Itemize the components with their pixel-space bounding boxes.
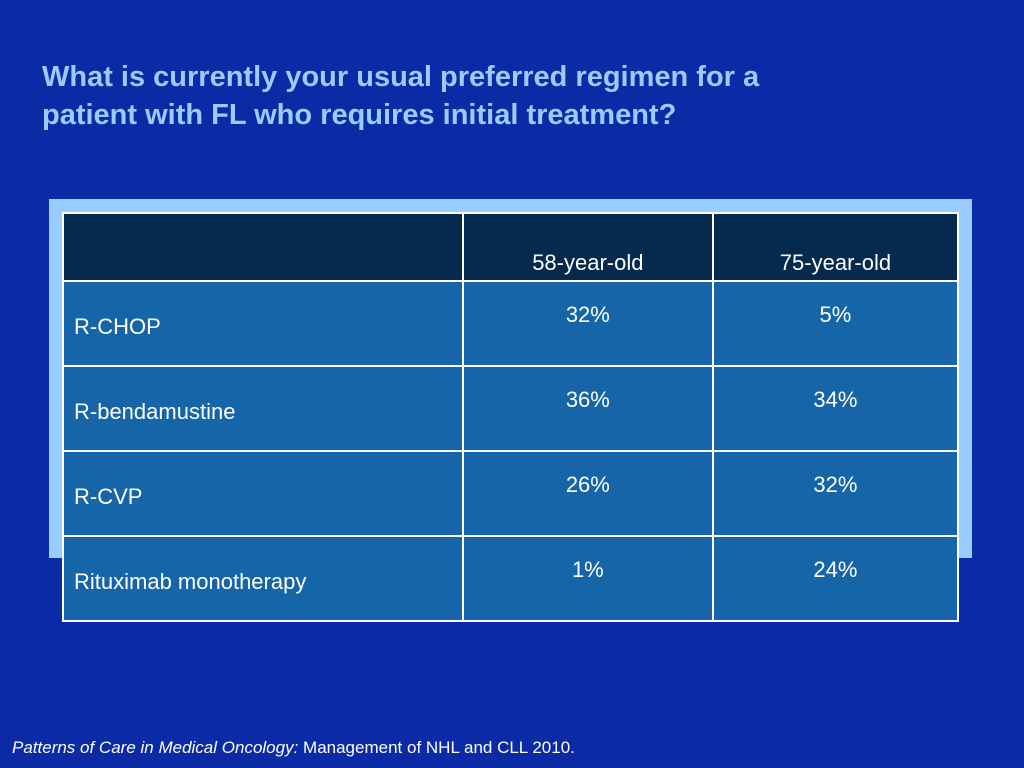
cell-r-chop-75: 5%	[711, 280, 960, 367]
cell-rituximab-monotherapy-75: 24%	[711, 535, 960, 622]
footnote-source-detail: Management of NHL and CLL 2010.	[298, 738, 575, 757]
table-row: R-CHOP 32% 5%	[62, 280, 960, 367]
footnote-source-title: Patterns of Care in Medical Oncology:	[12, 738, 299, 757]
table-row: Rituximab monotherapy 1% 24%	[62, 535, 960, 622]
row-label-r-chop: R-CHOP	[62, 280, 464, 367]
slide-title-line-1: What is currently your usual preferred r…	[42, 61, 760, 93]
cell-r-cvp-58: 26%	[461, 450, 714, 537]
table-row: R-bendamustine 36% 34%	[62, 365, 960, 452]
row-label-rituximab-monotherapy: Rituximab monotherapy	[62, 535, 464, 622]
table-header-row: 58-year-old 75-year-old	[62, 212, 960, 282]
header-75-year-old: 75-year-old	[711, 212, 960, 282]
cell-r-cvp-75: 32%	[711, 450, 960, 537]
row-label-r-cvp: R-CVP	[62, 450, 464, 537]
header-empty-cell	[62, 212, 464, 282]
slide-title-line-2: patient with FL who requires initial tre…	[42, 99, 677, 131]
table-row: R-CVP 26% 32%	[62, 450, 960, 537]
row-label-r-bendamustine: R-bendamustine	[62, 365, 464, 452]
source-footnote: Patterns of Care in Medical Oncology: Ma…	[12, 738, 575, 758]
cell-rituximab-monotherapy-58: 1%	[461, 535, 714, 622]
slide-title: What is currently your usual preferred r…	[42, 58, 1002, 134]
cell-r-chop-58: 32%	[461, 280, 714, 367]
header-58-year-old: 58-year-old	[461, 212, 714, 282]
cell-r-bendamustine-58: 36%	[461, 365, 714, 452]
regimen-table: 58-year-old 75-year-old R-CHOP 32% 5% R-…	[62, 212, 960, 622]
cell-r-bendamustine-75: 34%	[711, 365, 960, 452]
